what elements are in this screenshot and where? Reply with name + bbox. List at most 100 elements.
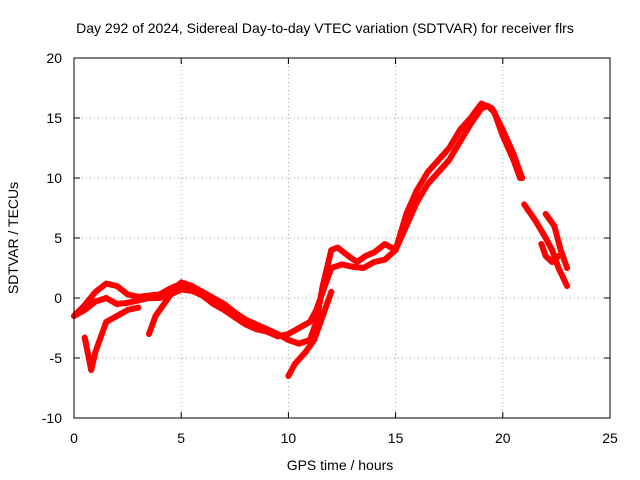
data-point [328,289,335,295]
data-point [478,100,485,107]
data-point [381,256,388,263]
data-point [446,145,453,151]
data-point [221,301,228,307]
data-point [124,307,131,313]
data-point [146,331,153,337]
data-point [323,301,330,307]
data-point [81,334,88,341]
data-point [435,157,442,163]
data-point [424,169,431,175]
data-point [92,289,99,295]
data-point [371,249,378,256]
data-point [319,283,326,289]
data-point [414,187,421,193]
data-point [521,201,528,208]
data-point [360,265,367,271]
data-point [135,293,142,300]
data-point [345,253,352,259]
data-point [210,295,217,301]
data-point [362,253,369,259]
data-point [156,291,163,298]
series-trace [146,279,206,337]
series-trace [538,241,562,265]
data-point [146,292,153,299]
data-point [317,319,324,325]
data-point [542,235,549,241]
data-point [564,283,571,289]
data-point [542,253,549,259]
y-tick-label: 20 [46,50,62,66]
y-tick-label: -5 [50,350,63,366]
series-trace [542,211,571,271]
grid-lines [74,58,610,418]
data-point [231,309,238,316]
x-tick-label: 20 [495,430,511,446]
data-point [124,291,131,298]
data-point [555,265,562,271]
axis-ticks [73,57,611,419]
data-point [113,313,120,319]
data-point [296,325,303,331]
data-point [510,151,517,157]
data-point [564,265,571,271]
series-4 [146,279,206,337]
data-point [161,301,168,307]
tick-labels: 0 5 10 15 20 25 -10 -5 0 5 10 15 20 [42,50,618,446]
data-point [113,283,120,289]
data-point [103,295,110,301]
data-point [467,115,474,121]
x-tick-label: 5 [177,430,185,446]
data-point [296,340,303,347]
data-point [435,169,442,175]
data-point [302,349,309,355]
data-point [519,175,526,181]
data-point [354,259,361,265]
data-point [169,289,176,295]
data-point [285,331,292,337]
x-axis-label: GPS time / hours [287,457,394,473]
data-point [103,319,110,325]
series-trace [81,304,142,373]
data-point [549,259,556,265]
data-point [328,247,335,253]
chart-title: Day 292 of 2024, Sidereal Day-to-day VTE… [76,20,574,36]
data-point [188,283,195,289]
data-point [311,337,318,343]
x-tick-label: 10 [281,430,297,446]
y-tick-label: 10 [46,170,62,186]
data-point [103,280,110,287]
data-point [210,301,217,307]
data-point [221,307,228,313]
data-point [274,331,281,337]
data-point [291,361,298,367]
data-point [306,319,313,325]
series-trace [521,201,571,289]
data-point [285,373,292,379]
data-point [242,316,249,323]
data-point [551,223,558,229]
data-point [92,349,99,355]
data-point [92,298,99,305]
data-point [339,261,345,268]
data-point [424,181,431,187]
data-point [557,247,564,253]
data-point [88,367,95,373]
data-point [446,157,453,163]
data-point [489,105,496,112]
data-point [542,211,549,217]
data-point [124,299,131,306]
data-point [81,302,88,309]
data-point [456,139,463,145]
data-point [381,241,388,247]
data-point [456,127,463,133]
y-tick-label: 0 [54,290,62,306]
x-tick-label: 0 [70,430,78,446]
data-point [285,337,292,343]
data-point [98,331,105,337]
data-point [135,304,142,311]
series-7 [538,241,562,265]
data-point [392,247,399,253]
series-3 [81,304,142,373]
data-point [371,259,378,265]
